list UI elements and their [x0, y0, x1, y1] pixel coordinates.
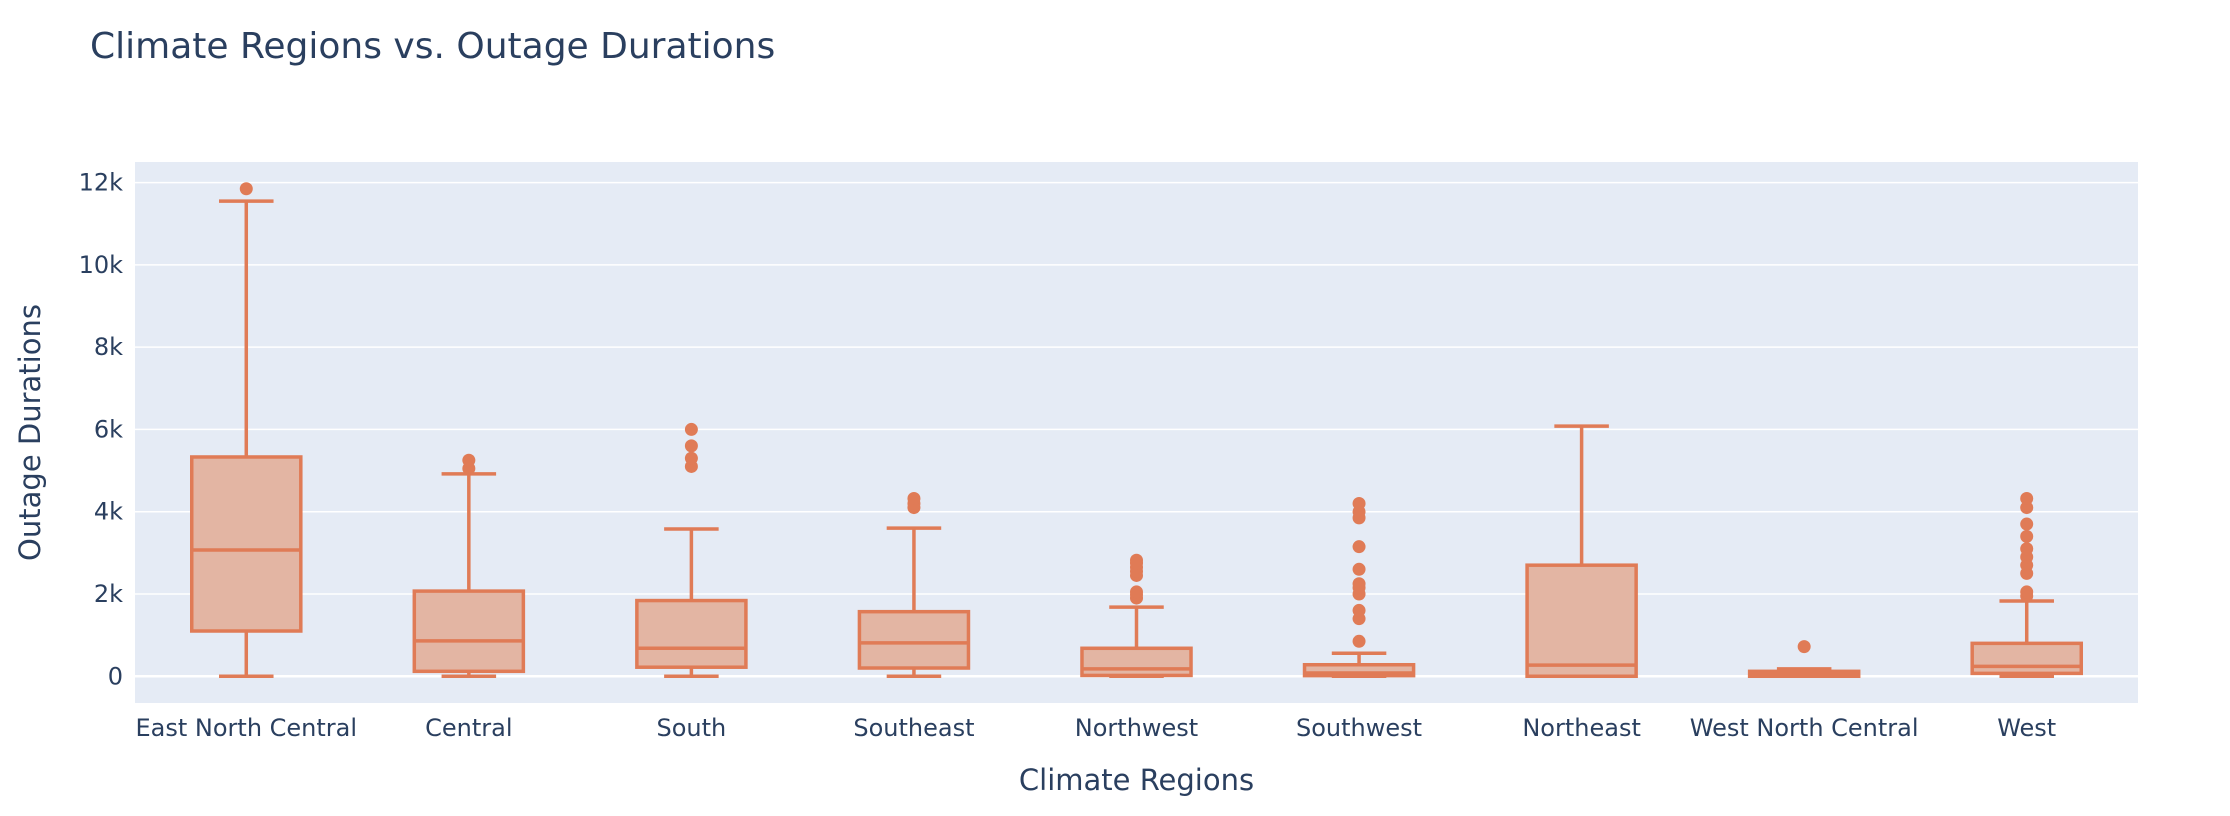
- box-south: [635, 422, 748, 679]
- box-northeast: [1525, 424, 1638, 679]
- box-west-north-central: [1747, 640, 1861, 679]
- iqr-box: [1302, 662, 1416, 678]
- y-tick-label: 8k: [94, 333, 123, 361]
- box-southwest: [1302, 496, 1416, 679]
- box-southeast: [857, 492, 971, 679]
- x-axis-title: Climate Regions: [1019, 763, 1254, 797]
- outlier-point: [1352, 577, 1366, 591]
- outlier-point: [1352, 603, 1366, 617]
- y-axis-ticks: 0 2k 4k 6k 8k 10k 12k: [79, 169, 124, 691]
- x-tick-label: West: [1997, 714, 2056, 742]
- box-west: [1970, 492, 2083, 679]
- x-tick-label: Southeast: [853, 714, 974, 742]
- outlier-point: [2020, 529, 2034, 543]
- x-tick-label: Southwest: [1296, 714, 1422, 742]
- box-plots: [190, 182, 2083, 679]
- outlier-point: [1352, 562, 1366, 576]
- x-tick-label: East North Central: [135, 714, 357, 742]
- outlier-point: [2020, 501, 2034, 515]
- y-tick-label: 12k: [79, 169, 124, 197]
- outlier-point: [907, 492, 921, 506]
- iqr-box: [1970, 641, 2083, 676]
- outlier-point: [2020, 492, 2034, 506]
- outlier-point: [1130, 553, 1143, 567]
- iqr-box: [635, 598, 748, 669]
- outlier-point: [2020, 585, 2034, 599]
- box-northwest: [1080, 553, 1193, 679]
- y-tick-label: 10k: [79, 251, 124, 279]
- outlier-point: [1130, 585, 1143, 599]
- x-tick-label: Northwest: [1075, 714, 1198, 742]
- outlier-point: [684, 439, 698, 453]
- box-central: [412, 453, 526, 679]
- outlier-point: [239, 182, 253, 196]
- outlier-point: [2020, 517, 2034, 531]
- chart-title: Climate Regions vs. Outage Durations: [90, 26, 776, 67]
- x-tick-label: Central: [425, 714, 512, 742]
- iqr-box: [412, 589, 526, 674]
- outlier-point: [1797, 640, 1811, 654]
- y-tick-label: 0: [108, 662, 123, 690]
- outlier-point: [1352, 496, 1366, 510]
- x-tick-label: Northeast: [1522, 714, 1641, 742]
- x-tick-label: West North Central: [1690, 714, 1919, 742]
- outlier-point: [2020, 542, 2034, 556]
- y-axis-title: Outage Durations: [13, 304, 47, 561]
- outlier-point: [1352, 540, 1366, 554]
- iqr-box: [857, 609, 971, 670]
- outlier-point: [684, 451, 698, 465]
- x-tick-label: South: [657, 714, 727, 742]
- iqr-box: [190, 455, 303, 633]
- y-tick-label: 4k: [94, 498, 123, 526]
- iqr-box: [1525, 563, 1638, 679]
- outlier-point: [462, 453, 476, 467]
- outlier-point: [1352, 634, 1366, 648]
- box-east-north-central: [190, 182, 303, 679]
- outlier-point: [684, 422, 698, 436]
- x-axis-ticks: East North Central Central South Southeast N…: [135, 714, 2056, 742]
- y-tick-label: 2k: [94, 580, 123, 608]
- iqr-box: [1080, 646, 1193, 678]
- y-tick-label: 6k: [94, 415, 123, 443]
